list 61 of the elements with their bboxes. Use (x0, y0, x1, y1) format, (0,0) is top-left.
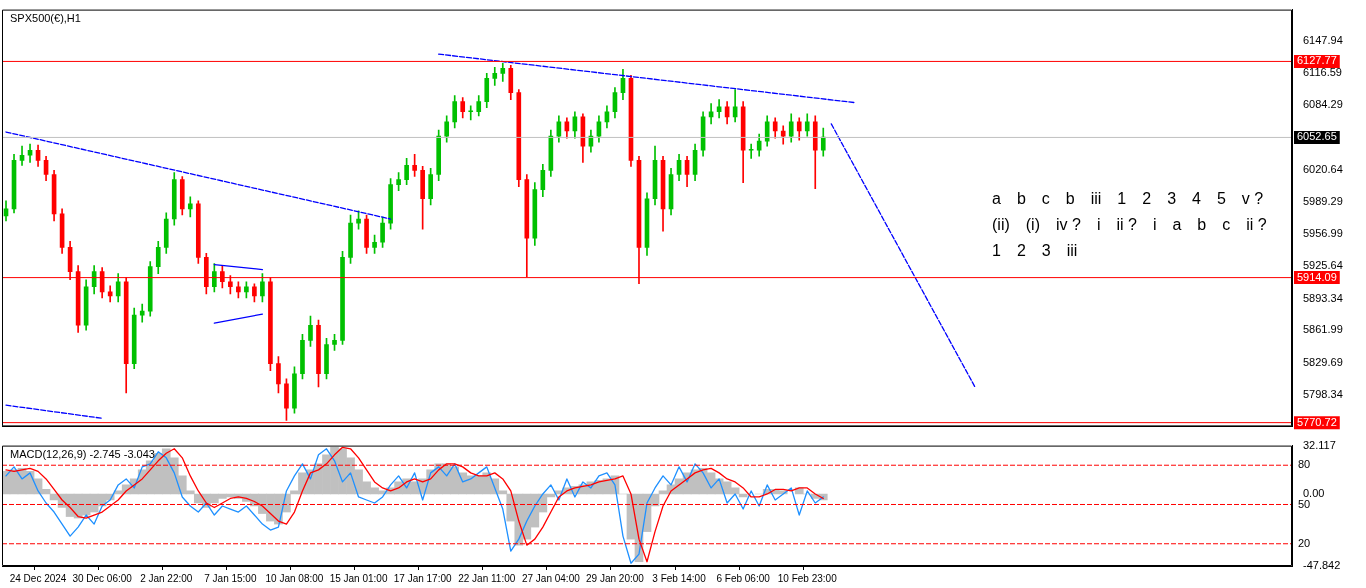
x-tick-label: 29 Jan 20:00 (586, 572, 645, 584)
annotation: b (1065, 190, 1075, 208)
y-tick-label: 5893.34 (1303, 291, 1343, 304)
y-tick-label: 5956.99 (1303, 227, 1343, 240)
y-tick-label: 6084.29 (1303, 98, 1343, 111)
y-tick-label: 6116.59 (1303, 65, 1342, 78)
annotation: 1 (992, 242, 1001, 260)
ref-line-label: 50 (1298, 497, 1311, 510)
annotation: 2 (1142, 190, 1152, 208)
y-tick-label: 5861.99 (1303, 323, 1343, 336)
y-tick-label: -47.842 (1303, 559, 1341, 572)
x-tick-label: 3 Feb 14:00 (652, 572, 707, 584)
annotation: 5 (1216, 190, 1226, 208)
annotation: 1 (1117, 190, 1127, 208)
ref-line-label: 80 (1298, 458, 1311, 471)
y-tick-label: 32.117 (1303, 438, 1336, 451)
annotation: 3 (1167, 190, 1177, 208)
annotation: a (992, 190, 1001, 208)
annotation: a (1172, 216, 1182, 234)
annotation: iv ? (1055, 216, 1081, 234)
x-tick-label: 24 Dec 2024 (9, 572, 67, 584)
y-tick-label: 0.00 (1303, 486, 1325, 499)
x-tick-label: 10 Feb 23:00 (777, 572, 838, 584)
annotation: i (1152, 216, 1157, 234)
ref-line-label: 20 (1298, 536, 1311, 549)
y-tick-label: 5829.69 (1303, 356, 1343, 369)
ref-line-label: 6127.77 (1297, 54, 1337, 67)
annotation: 2 (1016, 242, 1026, 260)
x-tick-label: 22 Jan 11:00 (458, 572, 516, 584)
x-tick-label: 30 Dec 06:00 (72, 572, 133, 584)
x-tick-label: 10 Jan 08:00 (265, 572, 324, 584)
x-tick-label: 17 Jan 17:00 (393, 572, 452, 584)
annotation: iii (1090, 190, 1102, 208)
annotation: 4 (1192, 190, 1202, 208)
annotation: ii ? (1116, 216, 1137, 234)
annotation: b (1197, 216, 1207, 234)
y-tick-label: 6147.94 (1303, 34, 1343, 47)
annotation: v ? (1241, 190, 1264, 208)
x-tick-label: 6 Feb 06:00 (716, 572, 771, 584)
ref-line-label: 5914.09 (1297, 270, 1337, 283)
annotation: ii ? (1246, 216, 1267, 234)
y-tick-label: 5989.29 (1303, 194, 1343, 207)
annotation: (ii) (992, 216, 1010, 234)
annotation: (i) (1025, 216, 1040, 234)
annotation: 3 (1041, 242, 1051, 260)
x-tick-label: 7 Jan 15:00 (204, 572, 257, 584)
annotation: iii (1066, 242, 1078, 260)
ref-line-label: 6052.65 (1297, 130, 1337, 143)
chart-title: SPX500(€),H1 (10, 12, 81, 25)
x-tick-label: 27 Jan 04:00 (521, 572, 581, 584)
annotation: i (1096, 216, 1101, 234)
y-tick-label: 5798.34 (1303, 387, 1343, 400)
x-tick-label: 15 Jan 01:00 (329, 572, 388, 584)
annotation: c (1041, 190, 1050, 208)
ref-line-label: 5770.72 (1297, 415, 1337, 428)
annotation: c (1222, 216, 1231, 234)
chart-title: MACD(12,26,9) -2.745 -3.043 (10, 448, 155, 461)
y-tick-label: 6020.64 (1303, 162, 1343, 175)
annotation: b (1016, 190, 1026, 208)
y-tick-label: 5925.64 (1303, 258, 1343, 271)
x-tick-label: 2 Jan 22:00 (140, 572, 193, 584)
